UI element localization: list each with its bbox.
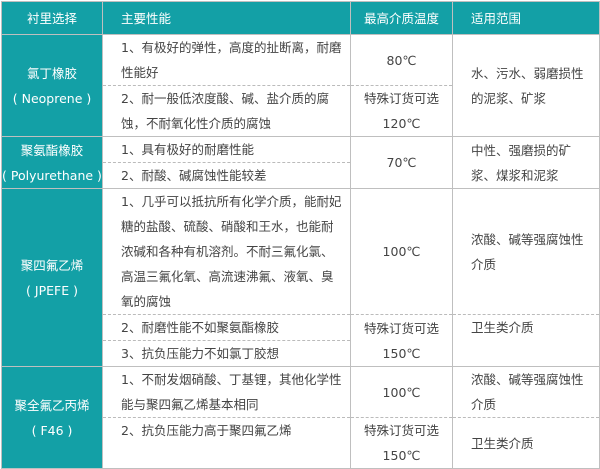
material-name: 氯丁橡胶 xyxy=(26,65,77,81)
table-row: 2、耐一般低浓度酸、碱、盐介质的腐蚀，不耐氧化性介质的腐蚀 特殊订货可选 120… xyxy=(2,85,600,137)
table-row: 2、耐酸、碱腐蚀性能较差 xyxy=(2,162,600,189)
material-code: ( JPEFE ) xyxy=(26,282,78,298)
material-name: 聚氨酯橡胶 xyxy=(20,142,84,158)
table-row: 氯丁橡胶 ( Neoprene ) 1、有极好的弹性，高度的扯断离，耐磨性能好 … xyxy=(1,34,600,137)
material-cell: 聚氨酯橡胶 ( Polyurethane ) xyxy=(1,136,103,189)
scope-cell: 中性、强磨损的矿浆、煤浆和泥浆 xyxy=(452,136,600,189)
property-cell: 1、几乎可以抵抗所有化学介质，能耐妃糖的盐酸、硫酸、硝酸和王水，也能耐浓碱和各种… xyxy=(102,188,351,315)
property-cell: 3、抗负压能力不如氯丁胶想 xyxy=(102,340,351,367)
material-cell: 氯丁橡胶 ( Neoprene ) xyxy=(1,34,103,137)
temp-cell: 100℃ xyxy=(350,366,453,418)
property-cell: 2、抗负压能力高于聚四氟乙烯 xyxy=(102,417,351,469)
scope-cell: 水、污水、弱磨损性的泥浆、矿浆 xyxy=(452,34,600,137)
table-row: 聚全氟乙丙烯 ( F46 ) 1、不耐发烟硝酸、丁基锂，其他化学性能与聚四氟乙烯… xyxy=(1,366,600,469)
material-name: 聚全氟乙丙烯 xyxy=(14,397,90,413)
material-cell: 聚全氟乙丙烯 ( F46 ) xyxy=(1,366,103,469)
header-lining: 衬里选择 xyxy=(1,1,103,35)
table-row: 聚四氟乙烯 ( JPEFE ) 1、几乎可以抵抗所有化学介质，能耐妃糖的盐酸、硫… xyxy=(1,188,600,367)
property-cell: 2、耐酸、碱腐蚀性能较差 xyxy=(102,162,351,189)
temp-note: 特殊订货可选 xyxy=(363,423,439,438)
header-properties: 主要性能 xyxy=(102,1,351,35)
property-cell: 1、不耐发烟硝酸、丁基锂，其他化学性能与聚四氟乙烯基本相同 xyxy=(102,366,351,418)
material-code: ( F46 ) xyxy=(31,422,73,438)
scope-cell: 卫生类介质 xyxy=(452,417,600,469)
temp-cell: 100℃ xyxy=(350,188,453,315)
material-name: 聚四氟乙烯 xyxy=(20,257,84,273)
header-scope: 适用范围 xyxy=(452,1,600,35)
header-max-temp: 最高介质温度 xyxy=(350,1,453,35)
temp-cell: 80℃ xyxy=(350,34,453,86)
temp-cell: 特殊订货可选 150℃ xyxy=(350,314,453,367)
temp-value: 150℃ xyxy=(382,345,421,361)
temp-note: 特殊订货可选 xyxy=(363,320,439,336)
property-cell: 2、耐磨性能不如聚氨酯橡胶 xyxy=(102,314,351,341)
table-row: 2、耐磨性能不如聚氨酯橡胶 特殊订货可选 150℃ 卫生类介质 xyxy=(2,314,600,367)
material-cell: 聚四氟乙烯 ( JPEFE ) xyxy=(1,188,103,367)
scope-cell: 卫生类介质 xyxy=(452,314,600,367)
temp-note: 特殊订货可选 xyxy=(363,91,439,106)
temp-cell: 特殊订货可选 120℃ xyxy=(350,85,453,137)
property-cell: 1、具有极好的耐磨性能 xyxy=(102,136,351,163)
scope-cell: 浓酸、碱等强腐蚀性介质 xyxy=(452,188,600,315)
property-cell: 1、有极好的弹性，高度的扯断离，耐磨性能好 xyxy=(102,34,351,86)
temp-cell: 特殊订货可选 150℃ xyxy=(350,417,453,469)
material-code: ( Neoprene ) xyxy=(12,90,92,106)
temp-value: 150℃ xyxy=(382,448,421,463)
material-code: ( Polyurethane ) xyxy=(2,167,102,183)
temp-cell: 70℃ xyxy=(350,136,453,189)
header-row: 衬里选择 主要性能 最高介质温度 适用范围 xyxy=(1,1,600,35)
table-row: 聚氨酯橡胶 ( Polyurethane ) 1、具有极好的耐磨性能 70℃ 中… xyxy=(1,136,600,189)
scope-cell: 浓酸、碱等强腐蚀性介质 xyxy=(452,366,600,418)
table-row: 3、抗负压能力不如氯丁胶想 xyxy=(2,340,600,367)
temp-value: 120℃ xyxy=(382,116,421,131)
property-cell: 2、耐一般低浓度酸、碱、盐介质的腐蚀，不耐氧化性介质的腐蚀 xyxy=(102,85,351,137)
